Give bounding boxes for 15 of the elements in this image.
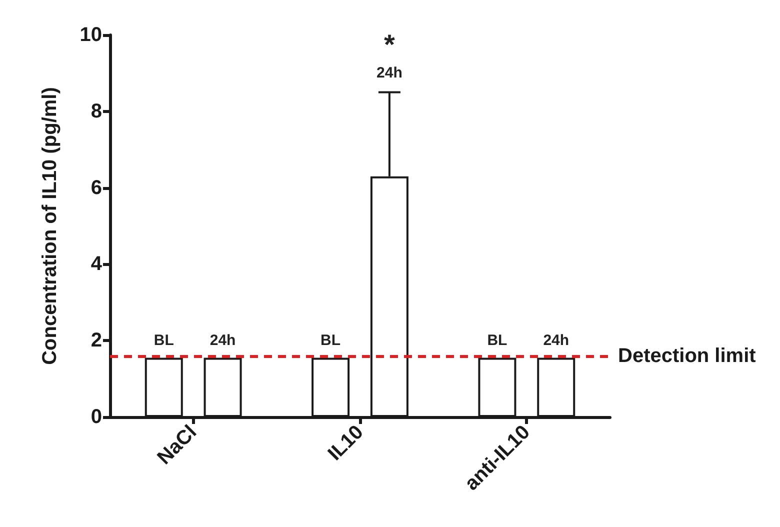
text: 24h — [376, 64, 402, 82]
y-tick-label: 2 — [90, 330, 102, 352]
annotation: * — [384, 28, 395, 60]
y-tick-label: 8 — [90, 100, 102, 122]
series-label: 24h — [210, 332, 236, 349]
text: 24h — [543, 332, 570, 349]
y-tick-label: 4 — [90, 253, 103, 276]
series-label: BL — [154, 332, 174, 349]
text: BL — [320, 332, 341, 349]
y-tick-label: 10 — [80, 24, 102, 46]
ref-line-label: Detection limit — [618, 344, 756, 367]
y-tick-label: 6 — [90, 176, 102, 199]
y-tick-label: 0 — [90, 406, 102, 428]
text: BL — [487, 332, 508, 349]
y-axis-title: Concentration of IL10 (pg/ml) — [39, 87, 61, 365]
